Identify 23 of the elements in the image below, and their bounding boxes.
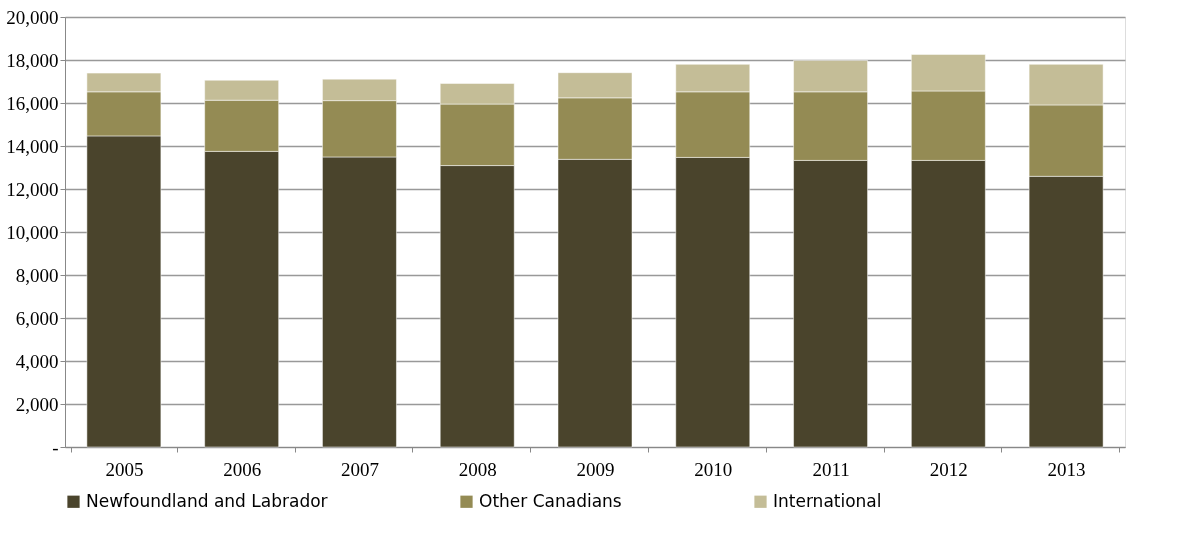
y-tick-label: 20,000 <box>6 6 59 28</box>
y-tick-label: 10,000 <box>6 221 59 243</box>
legend-label: Newfoundland and Labrador <box>86 490 328 511</box>
x-tick-label: 2008 <box>458 458 497 480</box>
x-tick-label: 2012 <box>929 458 968 480</box>
y-tick-label: 16,000 <box>6 92 59 114</box>
x-tick-label: 2013 <box>1047 458 1086 480</box>
x-tick-label: 2007 <box>340 458 379 480</box>
x-tick-label: 2005 <box>105 458 144 480</box>
y-tick-label: 8,000 <box>15 264 59 286</box>
x-tick-label: 2009 <box>576 458 615 480</box>
y-tick-label: - <box>52 436 59 458</box>
y-tick-label: 6,000 <box>15 307 59 329</box>
y-tick-label: 2,000 <box>15 393 59 415</box>
x-tick-label: 2010 <box>694 458 733 480</box>
x-tick-label: 2006 <box>223 458 262 480</box>
legend-label: International <box>773 490 882 511</box>
y-tick-label: 14,000 <box>6 135 59 157</box>
x-tick-label: 2011 <box>812 458 850 480</box>
legend-label: Other Canadians <box>479 490 622 511</box>
y-tick-label: 4,000 <box>15 350 59 372</box>
y-tick-label: 18,000 <box>6 49 59 71</box>
y-tick-label: 12,000 <box>6 178 59 200</box>
